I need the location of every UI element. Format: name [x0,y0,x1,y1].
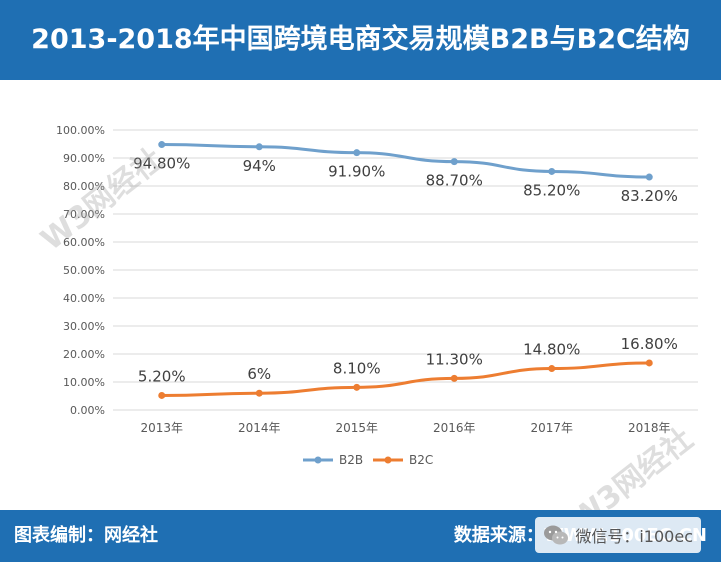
data-label-b2b: 94.80% [133,155,190,173]
y-tick-label: 20.00% [63,348,105,361]
legend-marker-b2b [314,456,322,464]
y-tick-label: 10.00% [63,376,105,389]
x-tick-label: 2013年 [140,421,183,435]
y-tick-label: 100.00% [56,124,105,137]
data-label-b2b: 91.90% [328,163,385,181]
legend-label-b2b: B2B [339,453,363,467]
data-label-b2c: 11.30% [426,350,483,368]
y-tick-label: 70.00% [63,208,105,221]
data-point-b2c [353,383,361,391]
footer-credit: 图表编制：网经社 [14,525,158,546]
y-tick-label: 0.00% [70,404,105,417]
x-tick-label: 2014年 [238,421,281,435]
data-point-b2b [548,167,556,175]
data-point-b2b [158,141,166,149]
y-tick-label: 50.00% [63,264,105,277]
series-line-b2c [161,361,650,397]
data-label-b2c: 8.10% [333,359,381,377]
y-tick-label: 30.00% [63,320,105,333]
data-label-b2c: 14.80% [523,341,580,359]
chart-panel: 0.00% 10.00% 20.00% 30.00% 40.00% 50.00% 60.00… [0,80,721,538]
y-tick-label: 80.00% [63,180,105,193]
data-point-b2c [548,365,556,373]
data-label-b2b: 88.70% [426,172,483,190]
x-tick-label: 2016年 [433,421,476,435]
x-tick-label: 2015年 [335,421,378,435]
wechat-icon [544,525,569,545]
chart-title: 2013-2018年中国跨境电商交易规模B2B与B2C结构 [31,24,690,55]
title-bar: 2013-2018年中国跨境电商交易规模B2B与B2C结构 [0,0,721,80]
y-tick-label: 40.00% [63,292,105,305]
data-point-b2c [255,389,263,397]
legend-marker-b2c [384,456,392,464]
data-label-b2c: 6% [247,365,271,383]
data-label-b2b: 85.20% [523,181,580,199]
wechat-badge: 微信号：i100ec [535,517,701,553]
data-point-b2b [450,158,458,166]
legend-label-b2c: B2C [409,453,433,467]
data-point-b2b [353,149,361,157]
data-label-b2b: 94% [243,157,276,175]
wechat-id: 微信号：i100ec [575,527,693,546]
data-point-b2c [450,374,458,382]
data-label-b2b: 83.20% [621,187,678,205]
x-tick-label: 2018年 [628,421,671,435]
y-tick-label: 60.00% [63,236,105,249]
data-point-b2c [158,391,166,399]
y-tick-label: 90.00% [63,152,105,165]
data-label-b2c: 16.80% [621,335,678,353]
x-tick-label: 2017年 [530,421,573,435]
data-point-b2b [645,173,653,181]
data-label-b2c: 5.20% [138,367,186,385]
line-chart: 0.00% 10.00% 20.00% 30.00% 40.00% 50.00% 60.00… [56,124,698,467]
data-point-b2c [645,359,653,367]
data-point-b2b [255,143,263,151]
series-line-b2b [161,143,650,179]
